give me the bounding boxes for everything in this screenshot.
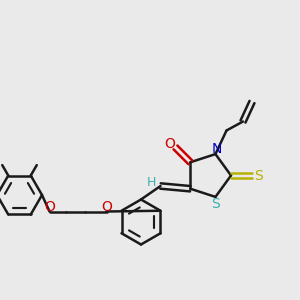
Text: O: O: [44, 200, 55, 214]
Text: H: H: [147, 176, 156, 190]
Text: S: S: [211, 197, 220, 212]
Text: O: O: [101, 200, 112, 214]
Text: N: N: [212, 142, 222, 156]
Text: O: O: [165, 137, 176, 151]
Text: S: S: [254, 169, 263, 182]
